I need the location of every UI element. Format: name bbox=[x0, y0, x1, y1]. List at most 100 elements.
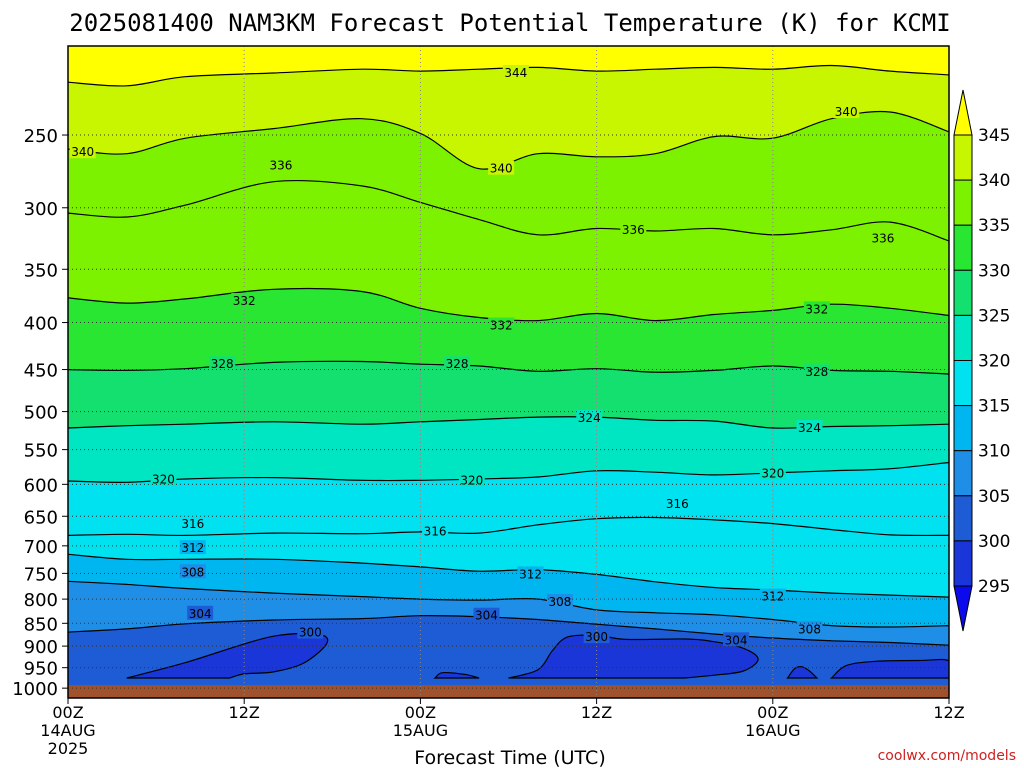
y-tick-label-900: 900 bbox=[24, 637, 58, 658]
y-tick-label-500: 500 bbox=[24, 403, 58, 424]
colorbar-label-315: 315 bbox=[978, 397, 1010, 417]
colorbar-label-340: 340 bbox=[978, 171, 1010, 191]
contour-label-bg bbox=[833, 104, 860, 119]
contour-label-bg bbox=[267, 157, 294, 172]
colorbar-segment bbox=[953, 269, 973, 316]
contour-label-304: 304 bbox=[475, 609, 498, 623]
chart-title: 2025081400 NAM3KM Forecast Potential Tem… bbox=[69, 9, 950, 37]
contour-label-344: 344 bbox=[504, 66, 527, 80]
contour-label-bg bbox=[759, 465, 786, 480]
x-tick-label: 00Z bbox=[757, 703, 788, 722]
y-tick-label-1000: 1000 bbox=[12, 679, 58, 700]
colorbar-segment bbox=[953, 540, 973, 587]
contour-label-304: 304 bbox=[189, 607, 212, 621]
contour-label-bg bbox=[803, 364, 830, 379]
cold-pocket-4 bbox=[786, 666, 819, 679]
colorbar-label-325: 325 bbox=[978, 306, 1010, 326]
source-credit: coolwx.com/models bbox=[878, 748, 1016, 764]
x-tick-label: 12Z bbox=[581, 703, 612, 722]
contour-label-308: 308 bbox=[548, 595, 571, 609]
contour-label-308: 308 bbox=[181, 565, 204, 579]
contour-label-bg bbox=[179, 540, 206, 555]
plot-area: 344 340 340 336 340 336 336 332 332 332 328 328 328 3… bbox=[68, 46, 949, 698]
contour-label-bg bbox=[488, 160, 515, 175]
isotherm-304 bbox=[68, 615, 949, 646]
colorbar-top-arrow bbox=[953, 89, 973, 136]
isotherm-344 bbox=[68, 64, 949, 87]
y-tick-label-450: 450 bbox=[24, 361, 58, 382]
contour-label-bg bbox=[796, 420, 823, 435]
colorbar-segment bbox=[953, 405, 973, 452]
x-tick-label: 12Z bbox=[229, 703, 260, 722]
contour-label-324: 324 bbox=[798, 421, 821, 435]
y-tick-label-950: 950 bbox=[24, 659, 58, 680]
y-tick-label-600: 600 bbox=[24, 475, 58, 496]
contour-label-336: 336 bbox=[871, 231, 894, 245]
contour-label-336: 336 bbox=[269, 159, 292, 173]
contour-label-bg bbox=[488, 317, 515, 332]
y-tick-label-250: 250 bbox=[24, 126, 58, 147]
colorbar-segment bbox=[953, 360, 973, 407]
y-tick-label-800: 800 bbox=[24, 590, 58, 611]
contour-label-bg bbox=[664, 495, 691, 510]
contour-label-bg bbox=[803, 301, 830, 316]
contour-label-bg bbox=[444, 356, 471, 371]
cold-pocket-5 bbox=[829, 658, 949, 679]
contour-label-332: 332 bbox=[490, 319, 513, 333]
contour-label-300: 300 bbox=[299, 626, 322, 640]
cold-pocket-3 bbox=[508, 634, 759, 679]
colorbar-segment bbox=[953, 179, 973, 226]
colorbar-label-295: 295 bbox=[978, 577, 1010, 597]
contour-label-bg bbox=[179, 516, 206, 531]
colorbar-segment bbox=[953, 495, 973, 542]
y-tick-label-650: 650 bbox=[24, 507, 58, 528]
colorbar-label-335: 335 bbox=[978, 216, 1010, 236]
contour-label-304: 304 bbox=[725, 633, 748, 647]
isotherm-320 bbox=[68, 461, 949, 483]
contour-label-bg bbox=[517, 566, 544, 581]
ground bbox=[68, 685, 949, 698]
contour-label-340: 340 bbox=[71, 145, 94, 159]
contour-label-340: 340 bbox=[835, 105, 858, 119]
colorbar-label-320: 320 bbox=[978, 352, 1010, 372]
x-tick-label: 00Z bbox=[405, 703, 436, 722]
contour-label-bg bbox=[583, 629, 610, 644]
x-tick-label: 00Z bbox=[52, 703, 83, 722]
contour-label-328: 328 bbox=[805, 365, 828, 379]
contour-label-bg bbox=[576, 409, 603, 424]
contour-label-bg bbox=[796, 621, 823, 636]
colorbar-segment bbox=[953, 450, 973, 497]
contour-label-328: 328 bbox=[211, 357, 234, 371]
contour-label-bg bbox=[209, 356, 236, 371]
contour-label-328: 328 bbox=[446, 357, 469, 371]
contour-label-bg bbox=[69, 144, 96, 159]
contour-label-312: 312 bbox=[761, 590, 784, 604]
y-tick-label-850: 850 bbox=[24, 614, 58, 635]
colorbar-segment bbox=[953, 224, 973, 271]
contour-label-316: 316 bbox=[666, 497, 689, 511]
contour-label-bg bbox=[869, 230, 896, 245]
isotherm-336 bbox=[68, 179, 949, 242]
colorbar-label-310: 310 bbox=[978, 442, 1010, 462]
colorbar-label-330: 330 bbox=[978, 261, 1010, 281]
contour-label-324: 324 bbox=[578, 411, 601, 425]
colorbar-bottom-arrow bbox=[953, 585, 973, 632]
isotherm-316 bbox=[68, 516, 949, 537]
contour-label-bg bbox=[502, 64, 529, 79]
cold-pocket-1 bbox=[126, 632, 329, 679]
colorbar-label-305: 305 bbox=[978, 487, 1010, 507]
contour-label-308: 308 bbox=[798, 622, 821, 636]
x-tick-date: 14AUG bbox=[40, 721, 95, 740]
contour-label-bg bbox=[150, 471, 177, 486]
contour-label-bg bbox=[179, 564, 206, 579]
contour-label-bg bbox=[297, 624, 324, 639]
contour-label-332: 332 bbox=[233, 294, 256, 308]
colorbar-label-300: 300 bbox=[978, 532, 1010, 552]
colorbar: 295 300 305 310 315 320 325 330 335 340 345 bbox=[953, 89, 1010, 632]
y-tick-label-400: 400 bbox=[24, 314, 58, 335]
contour-label-312: 312 bbox=[519, 567, 542, 581]
y-tick-label-550: 550 bbox=[24, 441, 58, 462]
x-tick-date: 15AUG bbox=[393, 721, 448, 740]
cold-pocket-2 bbox=[433, 671, 480, 679]
